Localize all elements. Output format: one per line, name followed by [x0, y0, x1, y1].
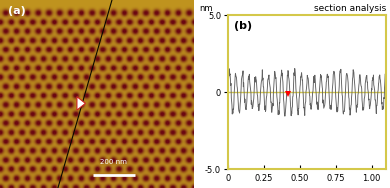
Text: (b): (b): [234, 21, 253, 31]
Text: section analysis: section analysis: [314, 5, 386, 14]
Polygon shape: [77, 97, 85, 110]
Text: (a): (a): [8, 6, 25, 16]
Text: 200 nm: 200 nm: [101, 159, 128, 165]
Text: nm: nm: [200, 5, 213, 14]
